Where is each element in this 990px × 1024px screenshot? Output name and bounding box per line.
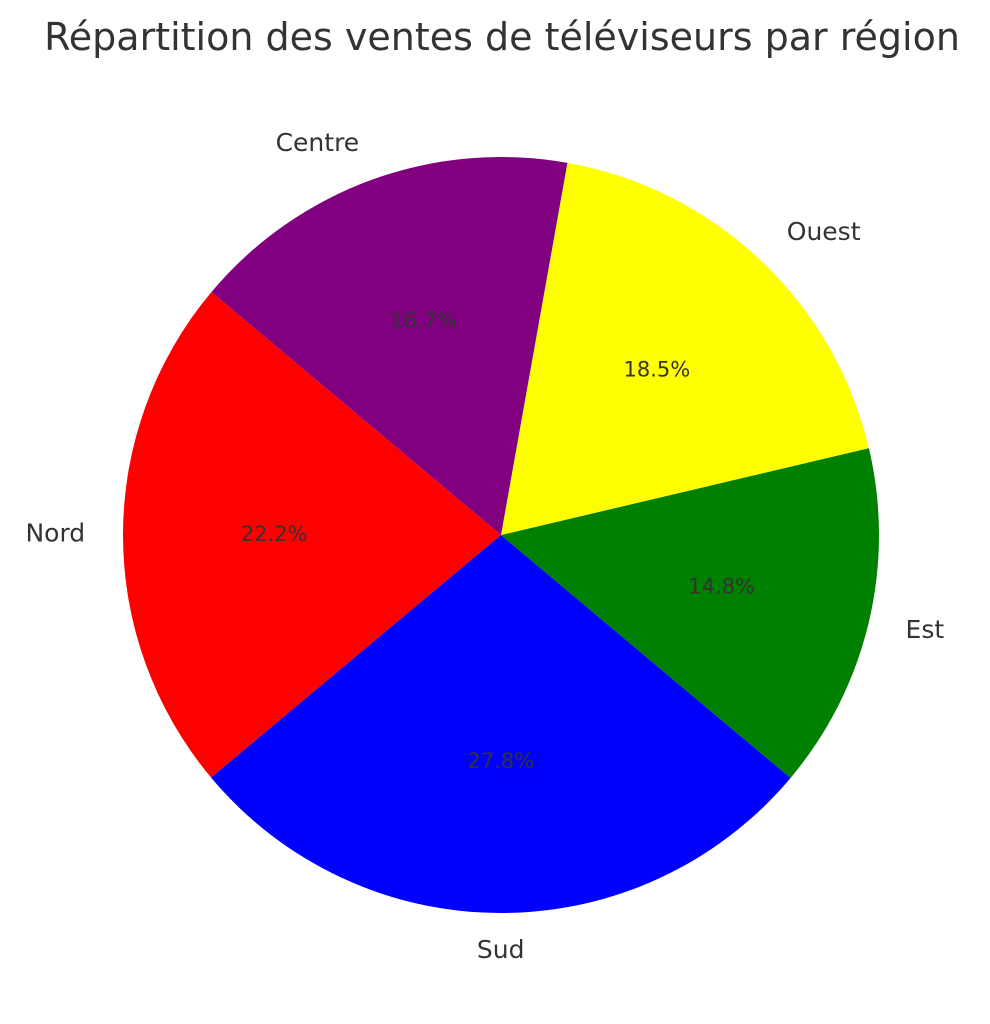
slice-label-nord: Nord [25,519,85,548]
pie-slice-ouest [501,162,869,535]
pie-slices [122,157,879,913]
pie-slice-centre [211,157,568,536]
slice-label-ouest: Ouest [787,217,861,246]
pct-label-sud: 27.8% [467,749,534,773]
slice-label-centre: Centre [276,128,360,157]
chart-title: Répartition des ventes de téléviseurs pa… [44,15,960,59]
pie-labels: Nord 22.2% Sud 27.8% Est 14.8% Ouest 18.5% Centr… [25,128,944,964]
pie-slice-sud [211,535,791,913]
pct-label-nord: 22.2% [241,522,308,546]
pct-label-est: 14.8% [688,574,755,598]
pct-label-centre: 16.7% [390,309,457,333]
pie-slice-nord [122,292,502,778]
pct-label-ouest: 18.5% [624,357,691,381]
slice-label-sud: Sud [477,935,525,964]
pie-slice-est [501,448,879,778]
slice-label-est: Est [906,615,945,644]
